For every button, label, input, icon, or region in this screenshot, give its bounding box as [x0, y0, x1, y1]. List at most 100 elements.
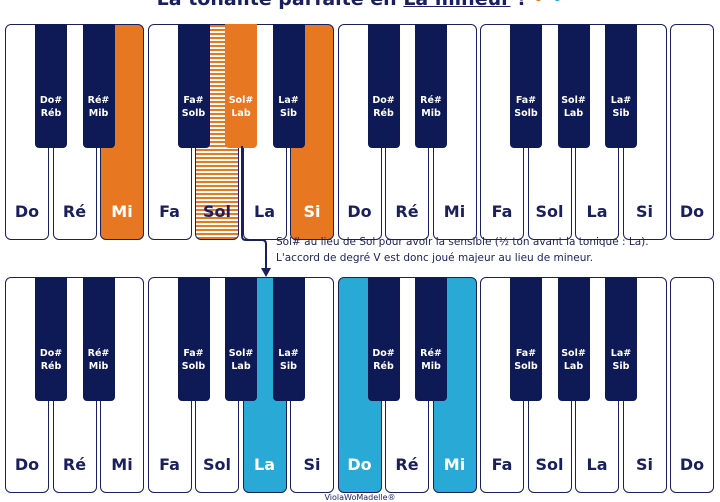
white-key-label: La	[586, 202, 608, 221]
white-key-label: Mi	[443, 455, 466, 474]
black-key-label: Do# Réb	[368, 94, 400, 120]
note-line-1: Sol# au lieu de Sol pour avoir la sensib…	[276, 236, 649, 248]
black-key-flat-name: Mib	[421, 361, 441, 372]
black-key-sharp-name: La#	[278, 348, 299, 359]
black-key: Sol# Lab	[225, 277, 257, 401]
white-key-label: Sol	[203, 455, 231, 474]
white-key-label: Do	[679, 202, 705, 221]
black-key-label: Do# Réb	[368, 347, 400, 373]
black-key-sharp-name: Fa#	[183, 95, 204, 106]
white-key-label: Do	[347, 202, 372, 221]
black-key-label: Fa# Solb	[178, 94, 210, 120]
black-key-flat-name: Sib	[612, 108, 630, 119]
note-line-2: L'accord de degré V est donc joué majeur…	[276, 252, 594, 264]
black-key-flat-name: Lab	[563, 361, 584, 372]
white-key-label: La	[254, 455, 275, 474]
black-key: Fa# Solb	[510, 277, 542, 401]
black-key-sharp-name: Ré#	[420, 348, 442, 359]
black-key-sharp-name: Do#	[39, 95, 63, 106]
black-key-flat-name: Mib	[88, 361, 109, 372]
white-key-label: Si	[303, 455, 321, 474]
black-key: Do# Réb	[367, 24, 400, 148]
black-key: La# Sib	[605, 24, 637, 148]
black-key-flat-name: Mib	[421, 108, 441, 119]
white-key-label: Mi	[111, 455, 133, 474]
black-key: La# Sib	[272, 24, 305, 148]
black-key-label: Sol# Lab	[225, 94, 257, 120]
black-key-sharp-name: La#	[610, 348, 632, 359]
black-key-flat-name: Lab	[231, 361, 251, 372]
black-key: Fa# Solb	[510, 24, 542, 148]
black-key-label: Sol# Lab	[558, 94, 590, 120]
black-key-label: Sol# Lab	[558, 347, 590, 373]
white-key-label: Sol	[203, 202, 231, 221]
black-key: Do# Réb	[35, 277, 67, 401]
black-key: Fa# Solb	[177, 24, 210, 148]
black-key-flat-name: Réb	[40, 108, 62, 119]
black-key-label: Do# Réb	[35, 94, 67, 120]
white-key-label: Sol	[535, 202, 564, 221]
black-key-label: La# Sib	[273, 347, 305, 373]
white-key-label: Sol	[535, 455, 564, 474]
page-title: La tonalité parfaite en La mineur ! • •	[0, 0, 720, 12]
white-key-label: Ré	[62, 202, 87, 221]
black-key-label: La# Sib	[605, 94, 637, 120]
black-key: Sol# Lab	[557, 277, 590, 401]
black-key-flat-name: Sib	[280, 108, 297, 119]
black-key: La# Sib	[605, 277, 637, 401]
black-key: Ré# Mib	[82, 277, 115, 401]
orange-dot-icon: •	[532, 0, 544, 10]
black-key-flat-name: Sib	[612, 361, 630, 372]
title-key: La mineur	[403, 0, 510, 10]
white-key: Do	[670, 24, 714, 240]
black-key: La# Sib	[272, 277, 305, 401]
black-key-sharp-name: Fa#	[515, 95, 537, 106]
black-key-sharp-name: Fa#	[183, 348, 204, 359]
piano-keyboard-bottom: Do Ré Mi Fa Sol La Si Do Ré Mi Fa Sol La Si Do Do# Réb Ré…	[5, 277, 717, 495]
white-key-label: Do	[14, 202, 40, 221]
black-key-label: Fa# Solb	[178, 347, 210, 373]
black-key-flat-name: Sib	[280, 361, 297, 372]
black-key-flat-name: Solb	[181, 361, 206, 372]
black-key-flat-name: Lab	[231, 108, 251, 119]
white-key-label: Mi	[111, 202, 133, 221]
white-key-label: Ré	[395, 202, 419, 221]
black-key-flat-name: Solb	[514, 361, 538, 372]
black-key-sharp-name: Sol#	[228, 348, 254, 359]
black-key-label: Ré# Mib	[83, 94, 115, 120]
black-key: Do# Réb	[367, 277, 400, 401]
black-key-label: Ré# Mib	[415, 94, 447, 120]
white-key: Do	[670, 277, 714, 493]
black-key: Do# Réb	[35, 24, 67, 148]
black-key-sharp-name: Fa#	[515, 348, 537, 359]
black-key-label: La# Sib	[273, 94, 305, 120]
black-key-sharp-name: Ré#	[87, 95, 110, 106]
black-key-label: La# Sib	[605, 347, 637, 373]
black-key-sharp-name: Sol#	[228, 95, 254, 106]
black-key-label: Sol# Lab	[225, 347, 257, 373]
explanation-note: Sol# au lieu de Sol pour avoir la sensib…	[276, 234, 716, 266]
white-key-label: La	[586, 455, 608, 474]
white-key-label: Do	[14, 455, 40, 474]
black-key-flat-name: Solb	[514, 108, 538, 119]
black-key-label: Ré# Mib	[415, 347, 447, 373]
black-key-flat-name: Réb	[373, 108, 394, 119]
white-key-label: Fa	[159, 455, 180, 474]
piano-keyboard-top: Do Ré Mi Fa Sol La Si Do Ré Mi Fa Sol La Si Do Do# Réb Ré…	[5, 24, 717, 242]
white-key-label: La	[254, 202, 275, 221]
title-suffix: !	[517, 0, 526, 10]
black-key: Ré# Mib	[82, 24, 115, 148]
black-key-sharp-name: Do#	[39, 348, 63, 359]
black-key-label: Fa# Solb	[510, 94, 542, 120]
white-key-label: Do	[679, 455, 705, 474]
white-key-label: Si	[635, 455, 653, 474]
footer-credit: ViolaWoMadelle®	[324, 493, 396, 502]
black-key-flat-name: Lab	[563, 108, 584, 119]
black-key-flat-name: Solb	[181, 108, 206, 119]
black-key: Sol# Lab	[225, 24, 257, 148]
black-key-flat-name: Mib	[88, 108, 109, 119]
white-key-label: Do	[347, 455, 372, 474]
black-key-label: Do# Réb	[35, 347, 67, 373]
black-key-sharp-name: Sol#	[561, 348, 586, 359]
